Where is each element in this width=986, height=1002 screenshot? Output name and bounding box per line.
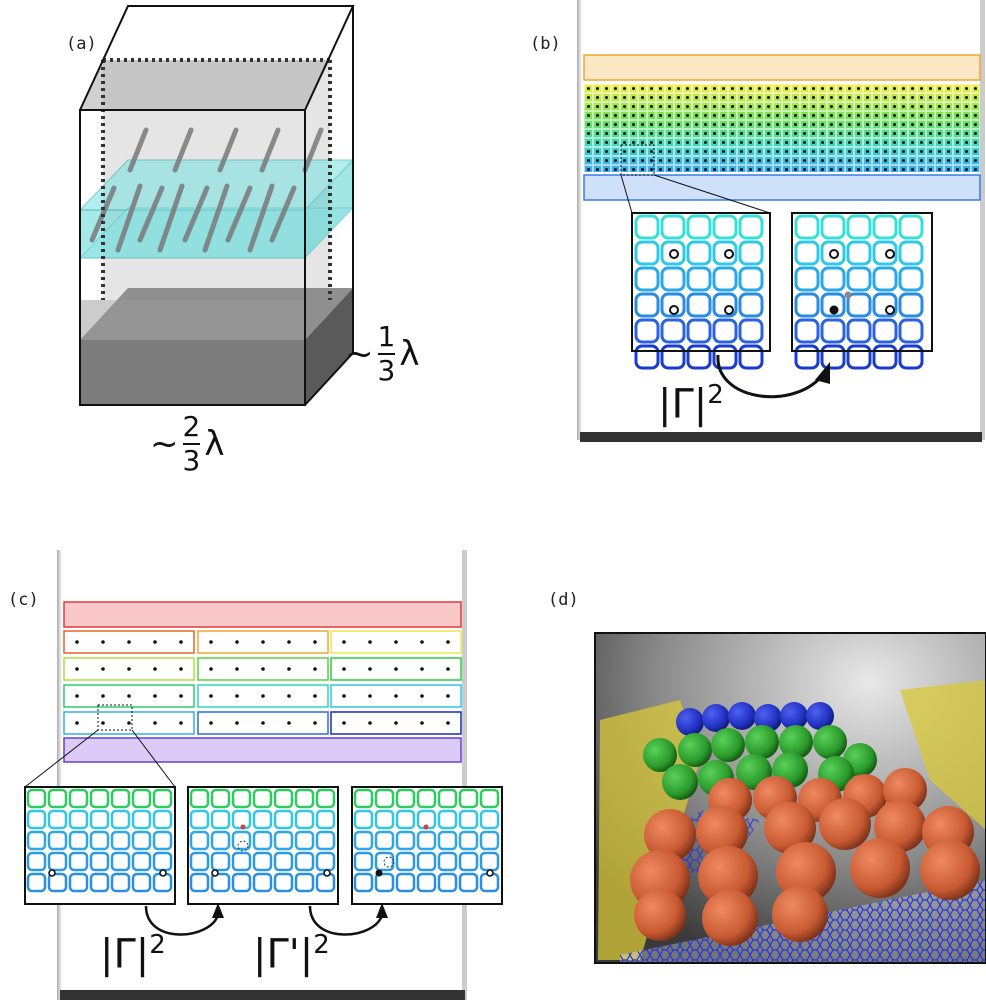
depth-label-tilde: ~ — [345, 334, 374, 374]
panel-label-c: (c) — [8, 590, 39, 610]
width-label-lambda: λ — [204, 424, 225, 464]
panel-label-a: (a) — [66, 34, 97, 54]
panel-label-d: (d) — [548, 590, 579, 610]
width-label-den: 3 — [182, 444, 201, 477]
panel-label-b: (b) — [530, 34, 561, 54]
gamma-label-c2: |Γ'|2 — [253, 930, 330, 978]
gamma-label-c1: |Γ|2 — [100, 930, 166, 978]
panel-b-inset-1 — [631, 212, 771, 370]
depth-label-den: 3 — [377, 354, 396, 387]
panel-c-insets — [24, 786, 503, 905]
depth-label-lambda: λ — [399, 334, 420, 374]
panel-b-inset-2 — [791, 212, 933, 370]
width-label-tilde: ~ — [150, 424, 179, 464]
gamma-label-b: |Γ|2 — [658, 380, 724, 428]
depth-label-num: 1 — [377, 320, 396, 353]
width-label-num: 2 — [182, 410, 201, 443]
